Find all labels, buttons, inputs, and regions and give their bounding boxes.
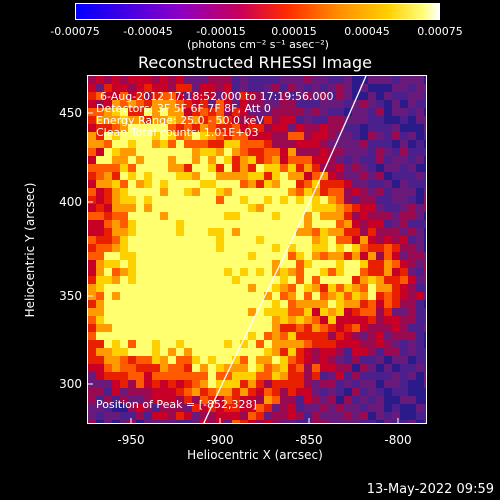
- plot-title: Reconstructed RHESSI Image: [138, 53, 372, 72]
- info-energy-range: Energy Range: 25.0 - 50.0 keV: [96, 114, 264, 127]
- info-time-range: 6-Aug-2012 17:18:52.000 to 17:19:56.000: [100, 90, 334, 103]
- colorbar-tick: -0.00075: [50, 25, 100, 38]
- x-tick: -800: [384, 433, 412, 447]
- colorbar-tick: 0.00015: [271, 25, 317, 38]
- colorbar-tick: 0.00045: [344, 25, 390, 38]
- y-axis-label: Heliocentric Y (arcsec): [23, 182, 37, 318]
- x-tick: -900: [206, 433, 234, 447]
- colorbar-tick: -0.00045: [123, 25, 173, 38]
- info-detectors: Detectors: 3F 5F 6F 7F 8F, Att 0: [96, 102, 271, 115]
- x-axis-label: Heliocentric X (arcsec): [187, 448, 323, 462]
- image-plot: 6-Aug-2012 17:18:52.000 to 17:19:56.000 …: [87, 75, 427, 424]
- y-tick: 300: [59, 377, 82, 391]
- colorbar-tick: 0.00075: [417, 25, 463, 38]
- colorbar-tick: -0.00015: [196, 25, 246, 38]
- colorbar: [75, 3, 440, 20]
- timestamp: 13-May-2022 09:59: [366, 482, 494, 497]
- y-tick: 400: [59, 195, 82, 209]
- colorbar-unit: (photons cm⁻² s⁻¹ asec⁻²): [187, 38, 329, 51]
- x-tick: -950: [117, 433, 145, 447]
- x-tick: -850: [295, 433, 323, 447]
- solar-limb-line: [203, 76, 367, 423]
- heatmap-image: [88, 76, 426, 423]
- info-clean-counts: Clean Total counts: 1.01E+03: [96, 126, 259, 139]
- info-peak-position: Position of Peak = [-852,328]: [96, 398, 257, 411]
- y-tick: 450: [59, 106, 82, 120]
- y-tick: 350: [59, 289, 82, 303]
